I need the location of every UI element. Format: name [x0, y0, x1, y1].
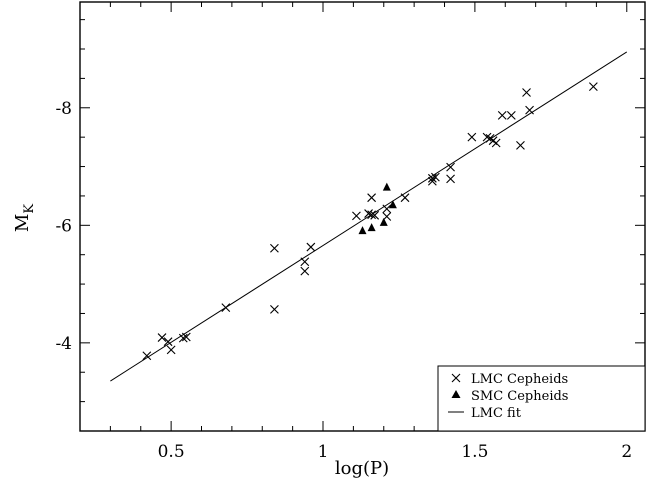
lmc-point [491, 138, 501, 148]
lmc-point [588, 82, 598, 92]
y-tick-label: -8 [55, 99, 72, 119]
lmc-point [221, 303, 231, 312]
lmc-point [364, 209, 373, 218]
lmc-point [352, 211, 361, 221]
lmc-point [306, 242, 316, 252]
x-axis-title: log(P) [335, 458, 389, 479]
fit-line-layer [110, 51, 628, 382]
x-tick-label: 1 [318, 442, 329, 462]
lmc-point [300, 257, 310, 267]
lmc-point [467, 132, 477, 142]
lmc-point [427, 176, 437, 186]
legend-box [437, 365, 646, 432]
lmc-point [482, 132, 492, 142]
lmc-point [516, 141, 525, 150]
smc-point [388, 200, 397, 209]
lmc-point [427, 173, 437, 183]
lmc-point [142, 351, 152, 361]
lmc-point [300, 266, 310, 276]
lmc-point [163, 337, 173, 347]
legend-lmc-marker [451, 373, 461, 383]
lmc-point [525, 105, 534, 115]
svg-text:MK: MK [12, 204, 37, 232]
lmc-point [166, 345, 176, 355]
lmc-point [270, 304, 279, 314]
lmc-point [178, 333, 188, 343]
y-axis-title: MK [12, 204, 37, 232]
lmc-point [367, 193, 377, 203]
lmc-point [400, 193, 410, 203]
smc-point [379, 217, 388, 226]
y-tick-label: -4 [55, 334, 72, 354]
lmc-point [522, 88, 531, 97]
smc-point [382, 182, 391, 191]
lmc-point [270, 243, 279, 253]
fit-line [110, 51, 628, 382]
lmc-point [497, 111, 507, 120]
lmc-point [370, 210, 380, 220]
x-tick-label: 0.5 [158, 442, 185, 462]
y-tick-label: -6 [55, 216, 72, 236]
lmc-point [446, 174, 455, 184]
axis-ticks: 0.5 1 1.5 2 -4 -6 -8 [55, 2, 645, 462]
plot-frame [79, 1, 646, 432]
lmc-point [382, 204, 392, 214]
legend-fit-label: LMC fit [471, 406, 522, 421]
smc-point [358, 226, 367, 235]
lmc-point [157, 333, 167, 342]
y-axis-title-main: M [12, 214, 33, 232]
legend: LMC Cepheids SMC Cepheids LMC fit [437, 365, 646, 432]
lmc-point [506, 111, 516, 120]
x-tick-label: 1.5 [461, 442, 488, 462]
legend-smc-marker [451, 390, 461, 398]
x-tick-label: 2 [621, 442, 632, 462]
y-axis-title-subscript: K [22, 204, 37, 214]
lmc-point [431, 172, 440, 182]
legend-lmc-label: LMC Cepheids [471, 372, 568, 387]
legend-smc-label: SMC Cepheids [471, 389, 568, 404]
lmc-point [367, 210, 377, 220]
data-points [142, 82, 598, 361]
smc-point [367, 223, 376, 232]
lmc-point [446, 162, 455, 172]
lmc-point [181, 332, 191, 342]
